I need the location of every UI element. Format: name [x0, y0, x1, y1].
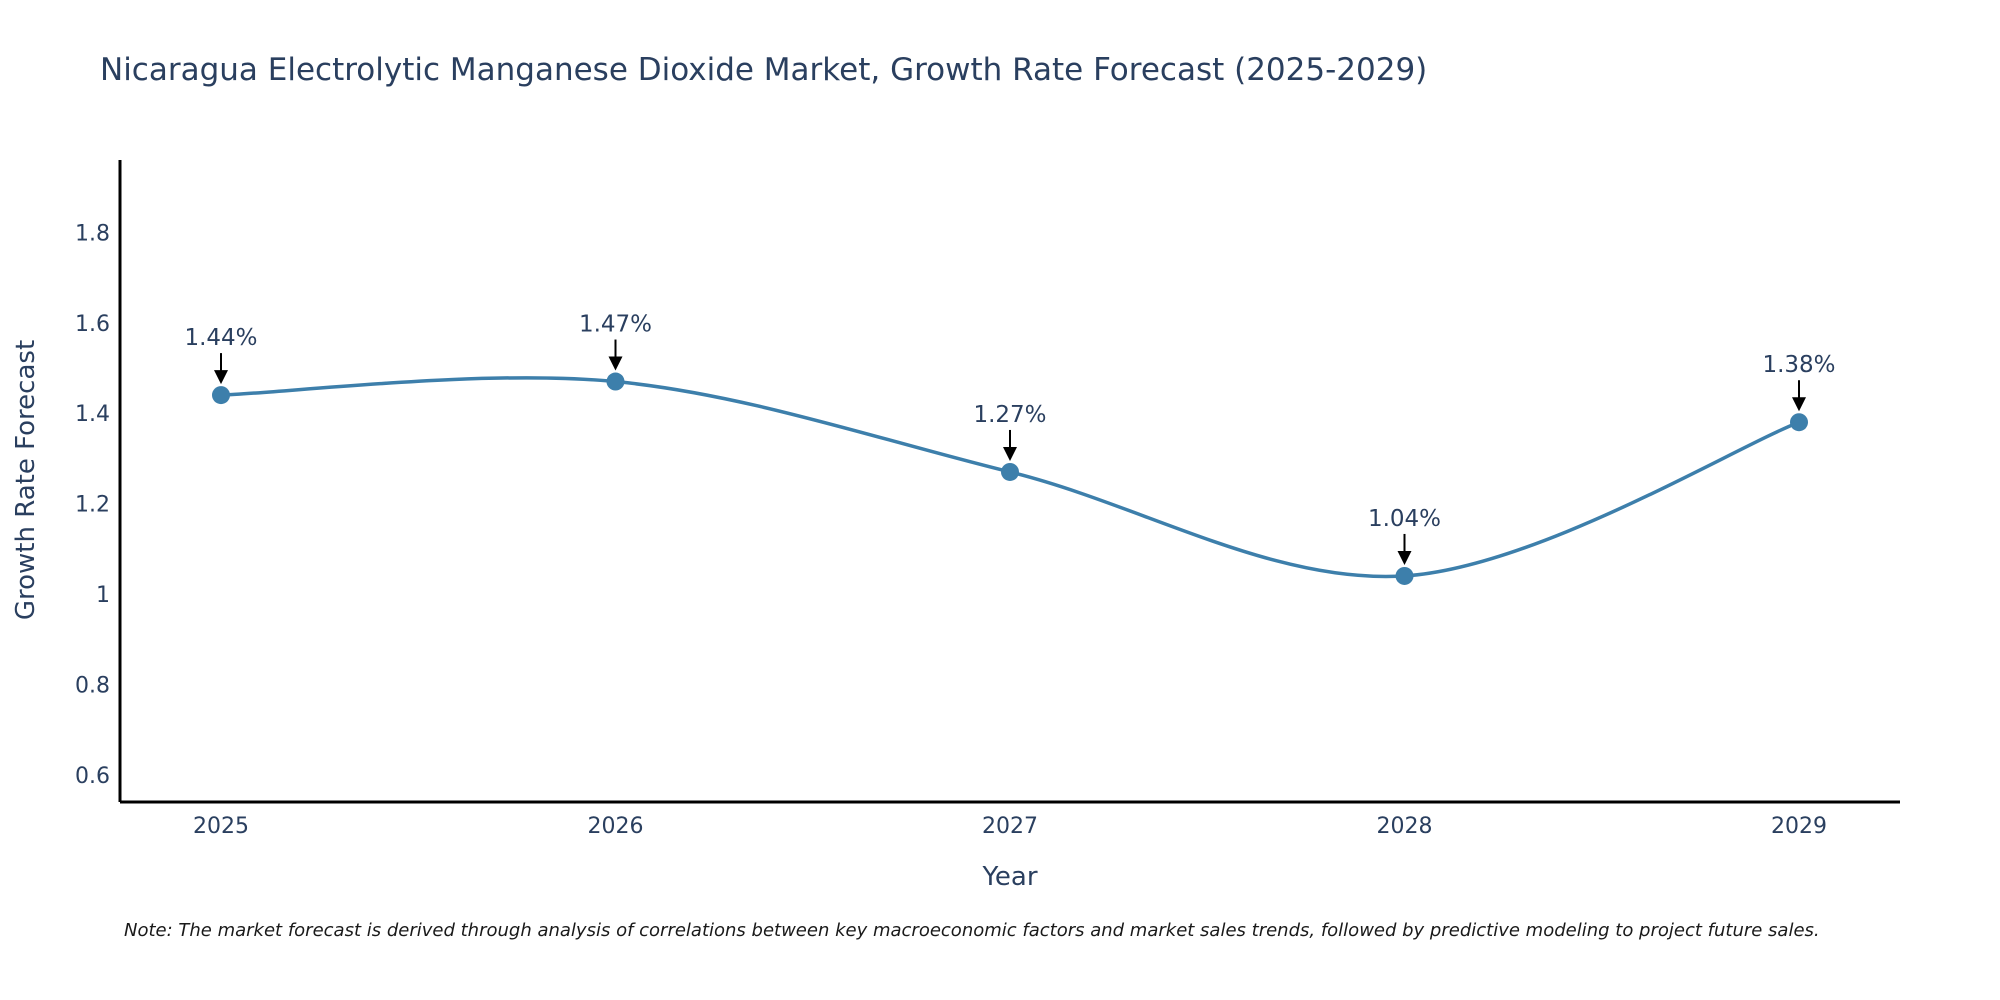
- annotation-arrow-head: [608, 356, 623, 371]
- data-point: [1395, 566, 1414, 585]
- data-labels: 1.44% 1.47% 1.27% 1.04% 1.38%: [184, 312, 1836, 565]
- data-label: 1.47%: [579, 312, 652, 338]
- data-point: [1001, 462, 1019, 481]
- x-tick-label: 2028: [1377, 814, 1433, 839]
- y-tick-label: 0.6: [75, 764, 110, 789]
- annotation-arrow-head: [1397, 550, 1412, 565]
- data-label: 1.38%: [1762, 352, 1835, 378]
- data-points: [212, 372, 1808, 585]
- annotation-arrow-head: [1003, 446, 1017, 461]
- y-tick-label: 1.4: [75, 402, 110, 427]
- footnote: Note: The market forecast is derived thr…: [124, 920, 1820, 941]
- data-point: [606, 372, 625, 391]
- x-tick-label: 2029: [1771, 814, 1827, 839]
- data-label: 1.27%: [973, 402, 1046, 428]
- y-tick-label: 1: [96, 583, 110, 608]
- y-axis-title: Growth Rate Forecast: [11, 340, 41, 620]
- chart-title: Nicaragua Electrolytic Manganese Dioxide…: [100, 52, 1427, 88]
- data-point: [1790, 413, 1808, 432]
- y-tick-label: 1.6: [75, 312, 110, 337]
- x-axis-title: Year: [981, 862, 1037, 892]
- data-point: [212, 386, 230, 405]
- y-tick-label: 0.8: [75, 673, 110, 698]
- x-tick-label: 2027: [982, 814, 1038, 839]
- annotation-arrow-head: [1792, 397, 1806, 412]
- data-label: 1.44%: [184, 325, 257, 351]
- y-ticks: 0.6 0.8 1 1.2 1.4 1.6 1.8: [75, 221, 110, 789]
- x-ticks: 2025 2026 2027 2028 2029: [193, 814, 1827, 839]
- x-tick-label: 2025: [193, 814, 249, 839]
- y-tick-label: 1.2: [75, 493, 110, 518]
- axes: [118, 160, 1900, 804]
- data-label: 1.04%: [1368, 506, 1441, 532]
- annotation-arrow-head: [214, 370, 228, 385]
- x-tick-label: 2026: [588, 814, 644, 839]
- y-tick-label: 1.8: [75, 221, 110, 246]
